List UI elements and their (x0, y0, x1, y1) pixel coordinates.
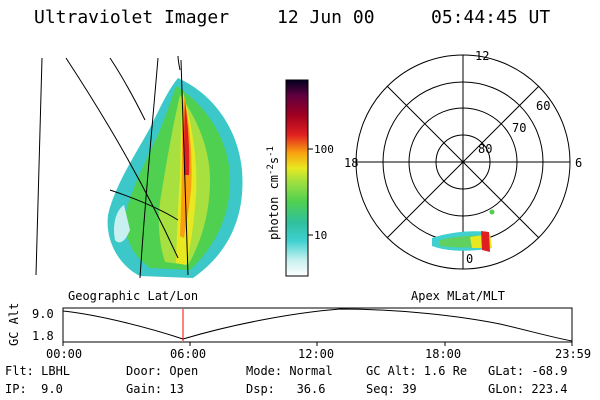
info-ip: IP: 9.0 (5, 382, 63, 396)
polar-caption: Apex MLat/MLT (411, 289, 505, 303)
mlt-label-12: 12 (475, 49, 489, 63)
info-gain: Gain: 13 (126, 382, 184, 396)
altitude-track (62, 307, 573, 346)
info-seq: Seq: 39 (366, 382, 417, 396)
mlt-label-0: 0 (466, 252, 473, 266)
colorbar (285, 79, 309, 277)
left-panel-caption: Geographic Lat/Lon (68, 289, 198, 303)
colorbar-label-10: 10 (314, 229, 327, 242)
info-glat: GLat: -68.9 (488, 364, 568, 378)
geographic-grid (35, 55, 189, 279)
mlt-label-6: 6 (575, 156, 582, 170)
polar-aurora (432, 209, 495, 252)
xtick-0600: 06:00 (170, 347, 206, 361)
colorbar-unit-label: photon cm-2s-1 (266, 146, 281, 240)
xtick-2359: 23:59 (555, 347, 591, 361)
lat-label-60: 60 (536, 99, 550, 113)
altitude-frame (62, 307, 573, 343)
altitude-ylabel: GC Alt (7, 303, 21, 346)
altitude-ymax: 9.0 (32, 307, 54, 321)
xtick-1800: 18:00 (425, 347, 461, 361)
xtick-1200: 12:00 (298, 347, 334, 361)
lat-label-80: 80 (478, 142, 492, 156)
info-gcalt: GC Alt: 1.6 Re (366, 364, 468, 378)
altitude-curve (62, 308, 573, 342)
mlt-label-18: 18 (344, 156, 358, 170)
time-label: 05:44:45 UT (431, 7, 551, 28)
polar-diagonal-2 (386, 85, 540, 239)
lat-label-70: 70 (512, 121, 526, 135)
xtick-0000: 00:00 (46, 347, 82, 361)
info-door: Door: Open (126, 364, 199, 378)
altitude-ymin: 1.8 (32, 329, 54, 343)
colorbar-label-100: 100 (314, 143, 334, 156)
info-mode: Mode: Normal (246, 364, 333, 378)
date-label: 12 Jun 00 (277, 7, 375, 28)
info-dsp: Dsp: 36.6 (246, 382, 326, 396)
instrument-title: Ultraviolet Imager (34, 7, 230, 28)
info-glon: GLon: 223.4 (488, 382, 568, 396)
aurora-image (107, 78, 243, 278)
info-flt: Flt: LBHL (5, 364, 71, 378)
